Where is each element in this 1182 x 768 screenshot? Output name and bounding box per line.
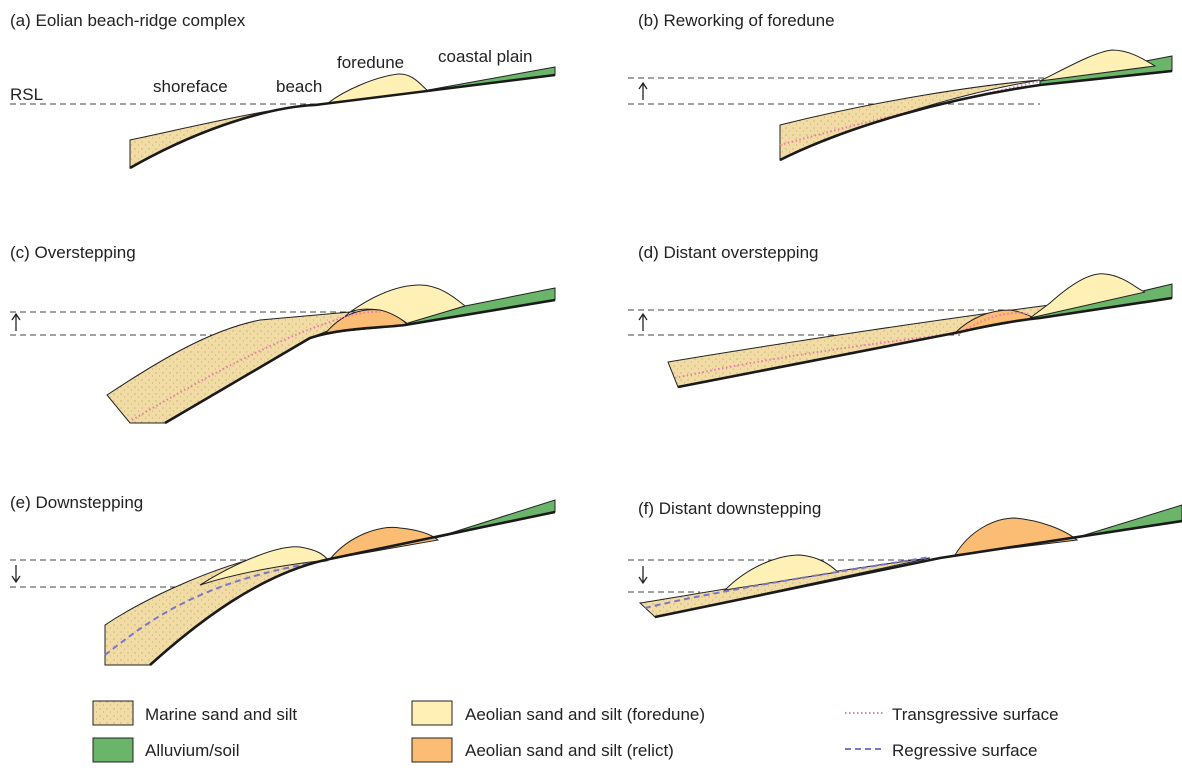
panel-d: (d) Distant overstepping — [628, 243, 1172, 387]
legend-label: Alluvium/soil — [145, 741, 239, 760]
diagram: (a) Eolian beach-ridge complex shoreface… — [0, 0, 1182, 763]
panel-title: (b) Reworking of foredune — [638, 11, 835, 30]
panel-e: (e) Downstepping — [10, 493, 555, 665]
basement — [678, 298, 1172, 387]
panel-f: (f) Distant downstepping — [628, 499, 1182, 617]
marine — [130, 105, 315, 168]
label: beach — [276, 77, 322, 96]
arrow — [639, 314, 647, 331]
panel-title: (d) Distant overstepping — [638, 243, 818, 262]
label: foredune — [337, 53, 404, 72]
relict — [955, 518, 1077, 555]
swatch — [412, 738, 452, 762]
swatch — [93, 701, 133, 725]
panel-b: (b) Reworking of foredune — [628, 11, 1172, 160]
alluvium — [1075, 505, 1182, 538]
swatch — [412, 701, 452, 725]
label: shoreface — [153, 77, 228, 96]
legend-label: Transgressive surface — [892, 705, 1059, 724]
panel-title: (f) Distant downstepping — [638, 499, 821, 518]
basement — [655, 521, 1182, 617]
label: RSL — [10, 85, 43, 104]
panel-c: (c) Overstepping — [10, 243, 555, 423]
legend-label: Aeolian sand and silt (relict) — [465, 741, 674, 760]
legend-label: Aeolian sand and silt (foredune) — [465, 705, 705, 724]
legend-label: Regressive surface — [892, 741, 1038, 760]
legend-label: Marine sand and silt — [145, 705, 297, 724]
legend: Marine sand and silt Alluvium/soil Aeoli… — [93, 701, 1059, 762]
arrow — [639, 83, 647, 100]
panel-title: (a) Eolian beach-ridge complex — [10, 11, 246, 30]
swatch — [93, 738, 133, 762]
panel-title: (c) Overstepping — [10, 243, 136, 262]
arrow — [12, 565, 20, 582]
label: coastal plain — [438, 47, 533, 66]
arrow — [639, 566, 647, 583]
marine — [107, 312, 350, 423]
foredune — [328, 74, 428, 103]
arrow — [12, 314, 20, 331]
panel-title: (e) Downstepping — [10, 493, 143, 512]
panel-a: (a) Eolian beach-ridge complex shoreface… — [10, 11, 555, 168]
